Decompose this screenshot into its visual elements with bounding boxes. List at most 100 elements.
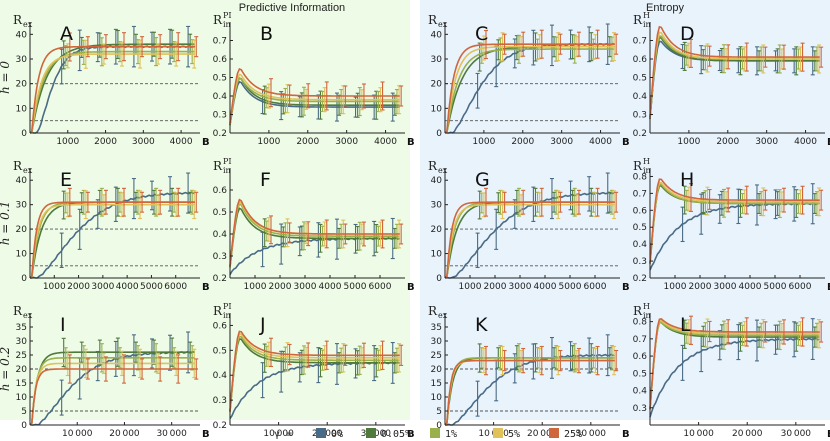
y-tick-label: 0.5 (633, 74, 647, 84)
series-line-1% (229, 202, 400, 267)
legend-swatch (366, 428, 376, 438)
y-axis-label: R (428, 13, 438, 27)
panel-letter: H (680, 169, 694, 191)
y-tick-label: 0.6 (633, 55, 648, 65)
y-tick-label: 0.6 (633, 352, 648, 362)
x-tick-label: 4000 (794, 137, 817, 147)
x-tick-label: 1000 (257, 137, 280, 147)
y-tick-label: 15 (431, 379, 442, 389)
panel-H: 1000 2000 3000 4000 5000 6000 0.2 0.3 0.4 0.5 0.6 0… (633, 157, 830, 293)
legend-title: γ = (274, 429, 292, 440)
x-tick-label: 2000 (67, 282, 90, 292)
x-tick-label: 20 000 (312, 429, 343, 439)
panel-G: 1000 2000 3000 4000 5000 6000 0 10 20 30 40 B G R ex (428, 159, 630, 293)
y-tick-label: 0.2 (213, 421, 227, 431)
y-tick-label: 0.2 (213, 274, 227, 284)
y-tick-label: 0.5 (213, 74, 227, 84)
x-tick-label: 5000 (344, 282, 367, 292)
y-tick-label: 30 (431, 201, 443, 211)
y-axis-label: R (13, 13, 23, 27)
x-tick-label: 3000 (550, 137, 573, 147)
panel-letter: F (260, 169, 271, 191)
series-line-0% (649, 337, 820, 418)
y-tick-label: 30 (431, 337, 443, 347)
x-tick-label: 20 000 (732, 429, 763, 439)
x-tick-label: 2000 (269, 282, 292, 292)
x-tick-label: 4000 (534, 282, 557, 292)
panel-letter: E (60, 169, 72, 191)
x-tick-label: 4000 (374, 137, 397, 147)
y-axis-label: R (428, 304, 438, 318)
x-tick-label: 4000 (589, 137, 612, 147)
y-axis-label-subscript: ex (23, 311, 33, 320)
y-axis-label: R (213, 159, 223, 173)
x-axis-label: B (622, 429, 630, 440)
series-line-25% (229, 330, 400, 411)
y-tick-label: 30 (16, 201, 28, 211)
x-tick-label: 6000 (789, 282, 812, 292)
x-tick-label: 10 000 (62, 429, 93, 439)
x-tick-label: 30 000 (576, 429, 607, 439)
panel-B: 1000 2000 3000 4000 0.2 0.3 0.4 0.5 0.6 0.7 B B R inP… (213, 11, 415, 148)
x-tick-label: 2000 (296, 137, 319, 147)
y-tick-label: 5 (436, 407, 442, 417)
series-line-25% (29, 201, 195, 279)
x-tick-label: 3000 (509, 282, 532, 292)
y-tick-label: 10 (16, 393, 28, 403)
x-tick-label: 10 000 (683, 429, 714, 439)
x-tick-label: 5000 (764, 282, 787, 292)
panel-C: 1000 2000 3000 4000 0 10 20 30 40 B C R ex (428, 13, 630, 148)
x-axis-label: B (202, 429, 210, 440)
legend-swatch (493, 428, 503, 438)
y-tick-label: 40 (16, 30, 28, 40)
y-tick-label: 0.5 (213, 346, 227, 356)
x-tick-label: 6000 (164, 282, 187, 292)
y-axis-label-superscript: PI (223, 157, 232, 166)
x-tick-label: 4000 (739, 282, 762, 292)
y-tick-label: 0.6 (213, 55, 228, 65)
x-tick-label: 4000 (170, 137, 193, 147)
row-label: h = 0.2 (0, 347, 12, 392)
y-tick-label: 0.8 (633, 172, 648, 182)
series-line-25% (29, 45, 195, 134)
series-line-0.05% (229, 207, 400, 268)
y-tick-label: 0.2 (633, 274, 647, 284)
series-line-25% (444, 359, 615, 426)
series-line-25% (649, 178, 820, 264)
series-line-5% (649, 319, 820, 410)
y-axis-label-subscript: ex (438, 20, 448, 29)
series-line-5% (444, 203, 615, 279)
series-line-0.05% (649, 36, 820, 119)
y-tick-label: 0.7 (633, 189, 647, 199)
y-tick-label: 0.7 (633, 37, 647, 47)
y-axis-label: R (633, 13, 643, 27)
x-axis-label: B (407, 429, 415, 440)
series-line-1% (29, 357, 195, 426)
y-tick-label: 0.3 (633, 111, 647, 121)
x-axis-label: B (407, 137, 415, 148)
panel-letter: C (475, 23, 488, 45)
series-line-5% (229, 73, 400, 125)
panel-letter: D (680, 23, 695, 45)
y-axis-label-superscript: PI (223, 11, 232, 20)
series-line-5% (29, 53, 195, 134)
series-line-5% (444, 45, 615, 134)
x-tick-label: 6000 (369, 282, 392, 292)
x-tick-label: 2000 (689, 282, 712, 292)
legend-label: 0% (331, 429, 343, 440)
row-label: h = 0 (0, 61, 12, 94)
x-tick-label: 4000 (319, 282, 342, 292)
y-tick-label: 0 (21, 129, 27, 139)
series-line-25% (229, 67, 400, 124)
x-tick-label: 10 000 (263, 429, 294, 439)
group-title-entropy: Entropy (646, 2, 684, 14)
x-axis-label: B (407, 282, 415, 293)
y-tick-label: 10 (431, 104, 443, 114)
y-axis-label-superscript: PI (223, 302, 232, 311)
y-tick-label: 0.4 (633, 92, 648, 102)
y-tick-label: 0.6 (633, 206, 648, 216)
x-tick-label: 5000 (559, 282, 582, 292)
